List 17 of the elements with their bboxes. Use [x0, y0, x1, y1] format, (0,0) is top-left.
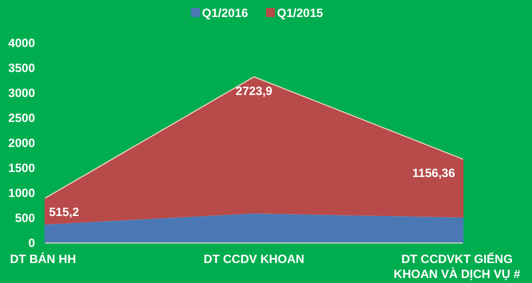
x-tick-label: DT BÁN HH	[10, 252, 76, 266]
y-tick-label: 3500	[8, 61, 36, 75]
y-tick-label: 2500	[8, 111, 36, 125]
x-tick-label: DT CCDV KHOAN	[204, 252, 304, 266]
legend-label: Q1/2015	[277, 6, 324, 20]
y-tick-label: 1500	[8, 161, 36, 175]
y-tick-label: 4000	[8, 36, 36, 50]
legend-label: Q1/2016	[202, 6, 248, 20]
y-tick-label: 500	[14, 211, 36, 225]
y-tick-label: 2000	[8, 136, 36, 150]
y-tick-label: 0	[28, 236, 36, 250]
x-tick-label: DT CCDVKT GIẾNG KHOAN VÀ DỊCH VỤ #	[394, 252, 521, 281]
y-tick-label: 3000	[8, 86, 36, 100]
data-label: 2723,9	[236, 84, 273, 98]
data-label: 1156,36	[412, 166, 456, 180]
y-tick-label: 1000	[8, 186, 36, 200]
data-label: 515,2	[49, 205, 80, 220]
